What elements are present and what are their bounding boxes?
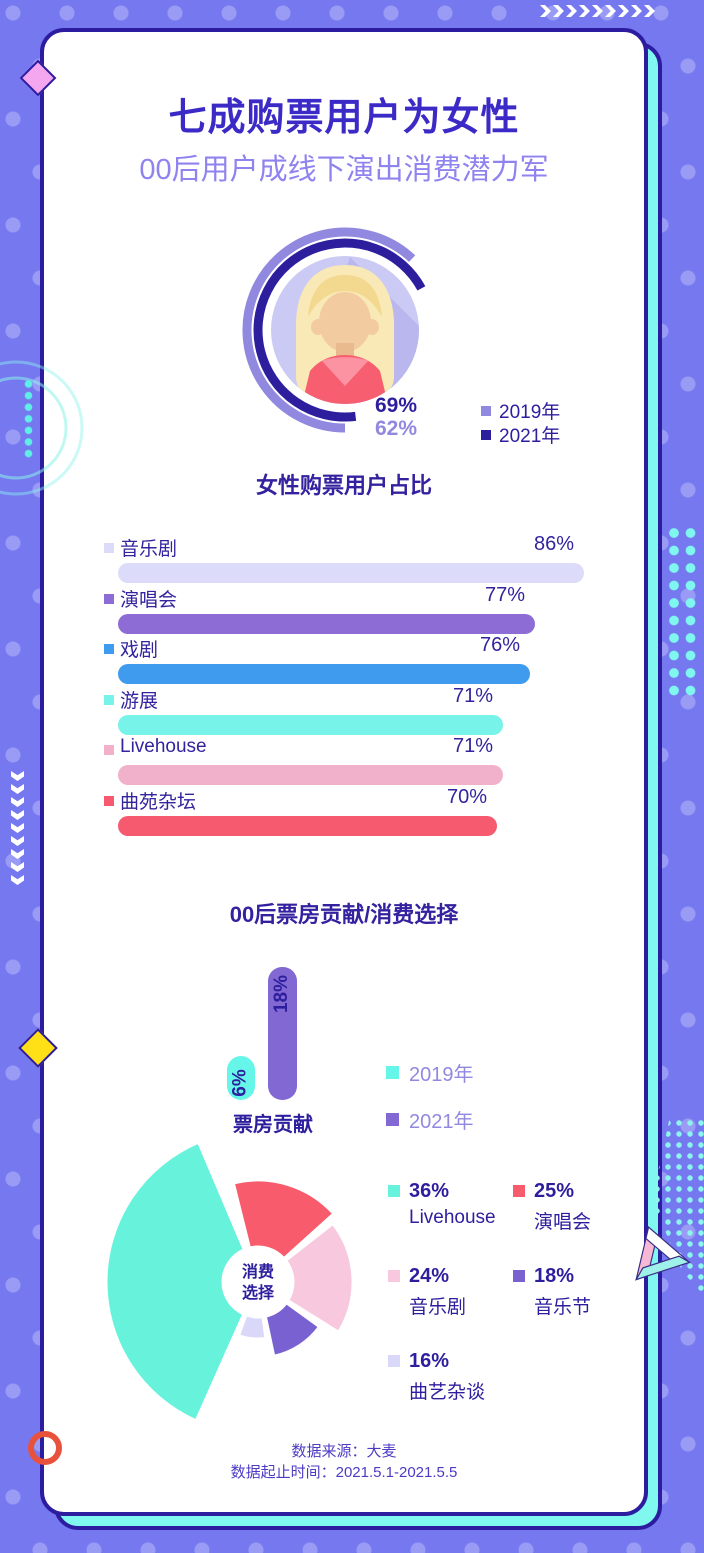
- right-cyan-dot-grid: [666, 525, 699, 697]
- bar-bullet: [104, 694, 114, 705]
- bar-row-演唱会: 演唱会 77%: [104, 584, 660, 634]
- legend-item-2019: 2019年: [386, 1058, 474, 1087]
- section2-title: 00后票房贡献/消费选择: [229, 902, 459, 927]
- bar-label: 戏剧: [120, 640, 159, 661]
- bar-label: 曲苑杂坛: [120, 791, 197, 813]
- bar: [118, 714, 503, 735]
- bar: [118, 563, 584, 583]
- consumption-rose-chart: [104, 1140, 355, 1423]
- pie-legend-item-曲艺杂谈: 16% 曲艺杂谈: [388, 1350, 485, 1404]
- legend-label-2019: 2019年: [499, 402, 561, 423]
- rose-chart-center-label: 消费 选择: [226, 1260, 290, 1306]
- data-source-footer: 数据来源：大麦 数据起止时间：2021.5.1-2021.5.5: [40, 1441, 648, 1483]
- legend-swatch: [513, 1185, 525, 1197]
- legend-swatch: [513, 1270, 525, 1282]
- bar: [118, 664, 530, 684]
- rose-slice-演唱会: [231, 1178, 336, 1261]
- legend-label: 2021年: [409, 1111, 474, 1133]
- legend-label: 音乐节: [534, 1297, 592, 1318]
- column-chart-axis-label: 票房贡献: [233, 1114, 313, 1136]
- legend-swatch-cyan: [386, 1066, 399, 1079]
- female-avatar: [295, 257, 419, 404]
- legend-label-2021: 2021年: [499, 426, 561, 447]
- bar-row-Livehouse: Livehouse 71%: [104, 735, 660, 785]
- bar-bullet: [104, 795, 114, 806]
- bar-label: Livehouse: [120, 736, 207, 757]
- bar-value: 71%: [452, 735, 493, 757]
- bar-value: 70%: [446, 785, 487, 808]
- red-circle-icon: [28, 1431, 62, 1465]
- bar-label: 音乐剧: [120, 539, 178, 560]
- legend-label: 音乐剧: [409, 1297, 467, 1318]
- column-chart-legend: 2019年 2021年: [386, 1058, 474, 1134]
- bar-value: 76%: [479, 634, 520, 656]
- bar-bullet: [104, 745, 114, 755]
- rose-center-circle: [224, 1248, 292, 1316]
- page-title: 七成购票用户为女性: [168, 97, 520, 139]
- legend-swatch: [388, 1270, 400, 1282]
- legend-swatch-2021: [481, 429, 491, 440]
- bar-row-曲苑杂坛: 曲苑杂坛 70%: [104, 786, 660, 836]
- bar-row-戏剧: 戏剧 76%: [104, 634, 660, 684]
- rose-slice-音乐节: [263, 1301, 321, 1358]
- pie-legend-item-音乐节: 18% 音乐节: [513, 1265, 591, 1319]
- bar: [118, 765, 503, 785]
- footer-daterange: 数据起止时间：2021.5.1-2021.5.5: [230, 1464, 458, 1481]
- center-line-2: 选择: [241, 1285, 274, 1302]
- legend-label: 演唱会: [534, 1212, 592, 1233]
- rose-slice-曲艺杂谈: [237, 1313, 268, 1341]
- legend-percent: 18%: [534, 1265, 575, 1287]
- bar-bullet: [104, 593, 114, 604]
- left-down-arrows-icon: [11, 771, 24, 885]
- bar: [118, 815, 497, 836]
- bar-row-音乐剧: 音乐剧 86%: [104, 533, 660, 583]
- bar-label: 演唱会: [120, 589, 178, 611]
- top-right-arrows-icon: [540, 5, 655, 17]
- bar-value: 86%: [533, 533, 574, 555]
- donut-value-2021: 69%: [374, 394, 418, 417]
- bar-label: 游展: [120, 690, 159, 712]
- rose-slice-Livehouse: [104, 1140, 246, 1423]
- legend-percent: 36%: [409, 1180, 450, 1202]
- card-content: 七成购票用户为女性 00后用户成线下演出消费潜力军 69% 62% 2: [40, 28, 648, 1516]
- legend-percent: 24%: [409, 1265, 450, 1287]
- penrose-triangle-icon: [634, 1226, 691, 1281]
- column-bar-2021年: 18%: [268, 967, 297, 1100]
- legend-swatch-2019: [481, 405, 491, 416]
- column-value: 18%: [271, 974, 293, 1014]
- center-line-1: 消费: [241, 1264, 274, 1281]
- footer-source: 数据来源：大麦: [291, 1443, 397, 1460]
- female-user-donut-chart: [242, 227, 426, 433]
- bar-value: 71%: [452, 684, 493, 707]
- donut-legend-2021: 2021年: [481, 421, 560, 448]
- arc-2019: [242, 227, 416, 433]
- legend-label: 2019年: [409, 1064, 474, 1086]
- donut-legend-2019: 2019年: [481, 397, 560, 424]
- donut-value-2019: 62%: [374, 417, 418, 440]
- bar-chart-title: 女性购票用户占比: [255, 473, 432, 498]
- cyan-dot-column: [24, 379, 33, 460]
- page-subtitle: 00后用户成线下演出消费潜力军: [139, 154, 549, 186]
- legend-percent: 25%: [534, 1180, 575, 1202]
- column-value: 6%: [230, 1069, 251, 1097]
- legend-item-2021: 2021年: [386, 1105, 474, 1134]
- legend-label: 曲艺杂谈: [409, 1382, 486, 1403]
- legend-label: Livehouse: [409, 1207, 496, 1228]
- bar-row-游展: 游展 71%: [104, 685, 660, 735]
- arc-2021: [253, 238, 426, 422]
- bar: [118, 613, 535, 634]
- pie-legend-item-Livehouse: 36% Livehouse: [388, 1180, 496, 1229]
- legend-percent: 16%: [409, 1350, 450, 1372]
- bar-bullet: [104, 543, 114, 553]
- legend-swatch: [388, 1185, 400, 1197]
- pie-legend-item-演唱会: 25% 演唱会: [513, 1180, 591, 1234]
- rose-slice-音乐剧: [284, 1222, 355, 1334]
- legend-swatch: [388, 1355, 400, 1367]
- legend-swatch-purple: [386, 1113, 399, 1126]
- column-bar-2019年: 6%: [227, 1056, 255, 1100]
- bar-value: 77%: [484, 583, 525, 606]
- bar-bullet: [104, 644, 114, 654]
- pie-legend-item-音乐剧: 24% 音乐剧: [388, 1265, 466, 1319]
